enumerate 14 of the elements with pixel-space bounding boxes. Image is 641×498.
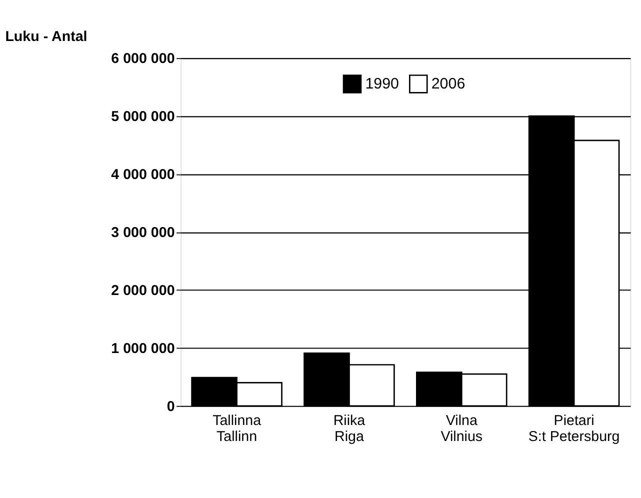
legend-label: 1990 (365, 75, 399, 92)
y-tick-label: 3 000 000 (111, 224, 175, 241)
x-tick-label: Vilna Vilnius (440, 413, 483, 446)
y-tick-label: 2 000 000 (111, 282, 175, 299)
y-axis-title: Luku - Antal (5, 29, 88, 46)
y-tick-label: 5 000 000 (111, 109, 175, 126)
legend-label: 2006 (431, 75, 466, 92)
y-tick-label: 0 (166, 398, 175, 415)
x-tick-label: Riika Riga (333, 413, 366, 446)
x-tick-label: Tallinna Tallinn (212, 413, 262, 446)
y-tick-label: 6 000 000 (111, 51, 175, 68)
x-tick-label: Pietari S:t Petersburg (528, 413, 620, 446)
y-tick-label: 1 000 000 (111, 340, 175, 357)
y-tick-label: 4 000 000 (111, 166, 175, 183)
